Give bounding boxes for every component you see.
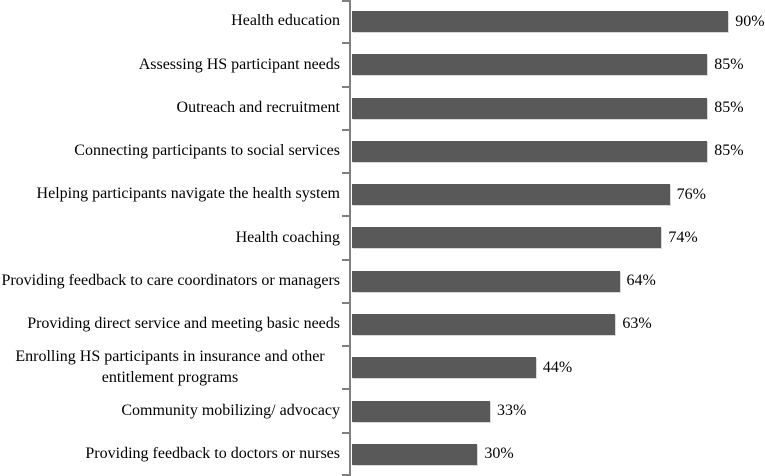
category-label-cell: Assessing HS participant needs	[0, 43, 350, 86]
bar-track: 85%	[350, 43, 765, 86]
category-label: Helping participants navigate the health…	[36, 185, 340, 203]
value-label: 85%	[714, 99, 744, 117]
bar-track: 85%	[350, 87, 765, 130]
category-label-cell: Enrolling HS participants in insurance a…	[0, 346, 350, 389]
axis-tick	[342, 172, 349, 174]
bar	[352, 54, 708, 76]
value-label: 90%	[735, 12, 765, 30]
bar	[352, 400, 490, 422]
chart-row: Connecting participants to social servic…	[0, 130, 765, 173]
bar	[352, 97, 708, 119]
category-label-cell: Helping participants navigate the health…	[0, 173, 350, 216]
bar-track: 44%	[350, 346, 765, 389]
category-label: Providing feedback to care coordinators …	[1, 271, 340, 289]
bar-track: 76%	[350, 173, 765, 216]
bar	[352, 270, 620, 292]
axis-tick	[342, 215, 349, 217]
value-label: 64%	[626, 272, 656, 290]
axis-tick	[342, 42, 349, 44]
chart-row: Providing feedback to doctors or nurses …	[0, 433, 765, 476]
chart-row: Health education 90%	[0, 0, 765, 43]
category-label-cell: Outreach and recruitment	[0, 87, 350, 130]
bar-track: 85%	[350, 130, 765, 173]
bar-track: 90%	[350, 0, 765, 43]
chart-row: Enrolling HS participants in insurance a…	[0, 346, 765, 389]
axis-tick	[342, 0, 349, 2]
value-label: 33%	[496, 402, 527, 420]
bar-track: 64%	[350, 260, 765, 303]
chart-row: Outreach and recruitment 85%	[0, 87, 765, 130]
category-label: Enrolling HS participants in insurance a…	[15, 347, 325, 386]
category-label: Community mobilizing/ advocacy	[121, 401, 340, 419]
category-label-cell: Connecting participants to social servic…	[0, 130, 350, 173]
axis-tick	[342, 302, 349, 304]
axis-tick	[342, 86, 349, 88]
chart-row: Health coaching 74%	[0, 216, 765, 259]
bar	[352, 140, 708, 162]
value-label: 63%	[622, 315, 652, 333]
axis-tick	[342, 259, 349, 261]
category-axis-line	[349, 0, 351, 476]
value-label: 85%	[714, 142, 744, 160]
chart-row: Helping participants navigate the health…	[0, 173, 765, 216]
category-label: Providing feedback to doctors or nurses	[85, 444, 340, 462]
bar-track: 33%	[350, 389, 765, 432]
bar	[352, 227, 662, 249]
bar-track: 63%	[350, 303, 765, 346]
category-label: Health coaching	[235, 228, 340, 246]
value-label: 76%	[676, 185, 706, 203]
category-label-cell: Health coaching	[0, 216, 350, 259]
value-label: 85%	[714, 55, 744, 73]
category-label: Assessing HS participant needs	[138, 55, 340, 73]
category-label-cell: Providing direct service and meeting bas…	[0, 303, 350, 346]
category-label-cell: Providing feedback to doctors or nurses	[0, 433, 350, 476]
bar	[352, 11, 729, 33]
category-label-cell: Community mobilizing/ advocacy	[0, 389, 350, 432]
category-label: Connecting participants to social servic…	[74, 142, 340, 160]
bar	[352, 443, 478, 465]
chart-row: Community mobilizing/ advocacy 33%	[0, 389, 765, 432]
chart-row: Providing feedback to care coordinators …	[0, 260, 765, 303]
value-label: 74%	[668, 228, 698, 246]
value-label: 30%	[484, 445, 514, 463]
axis-tick	[342, 345, 349, 347]
bar-track: 30%	[350, 433, 765, 476]
axis-tick	[342, 432, 349, 434]
chart-row: Providing direct service and meeting bas…	[0, 303, 765, 346]
bar-track: 74%	[350, 216, 765, 259]
category-label: Providing direct service and meeting bas…	[27, 315, 340, 333]
axis-tick	[342, 474, 349, 476]
value-label: 44%	[542, 358, 573, 376]
category-label: Health education	[231, 12, 340, 30]
axis-tick	[342, 129, 349, 131]
category-label-cell: Health education	[0, 0, 350, 43]
category-label-cell: Providing feedback to care coordinators …	[0, 260, 350, 303]
category-label: Outreach and recruitment	[176, 98, 340, 116]
chart-row: Assessing HS participant needs 85%	[0, 43, 765, 86]
bar	[352, 313, 616, 335]
axis-tick	[342, 388, 349, 390]
bar	[352, 357, 536, 379]
bar	[352, 184, 670, 206]
